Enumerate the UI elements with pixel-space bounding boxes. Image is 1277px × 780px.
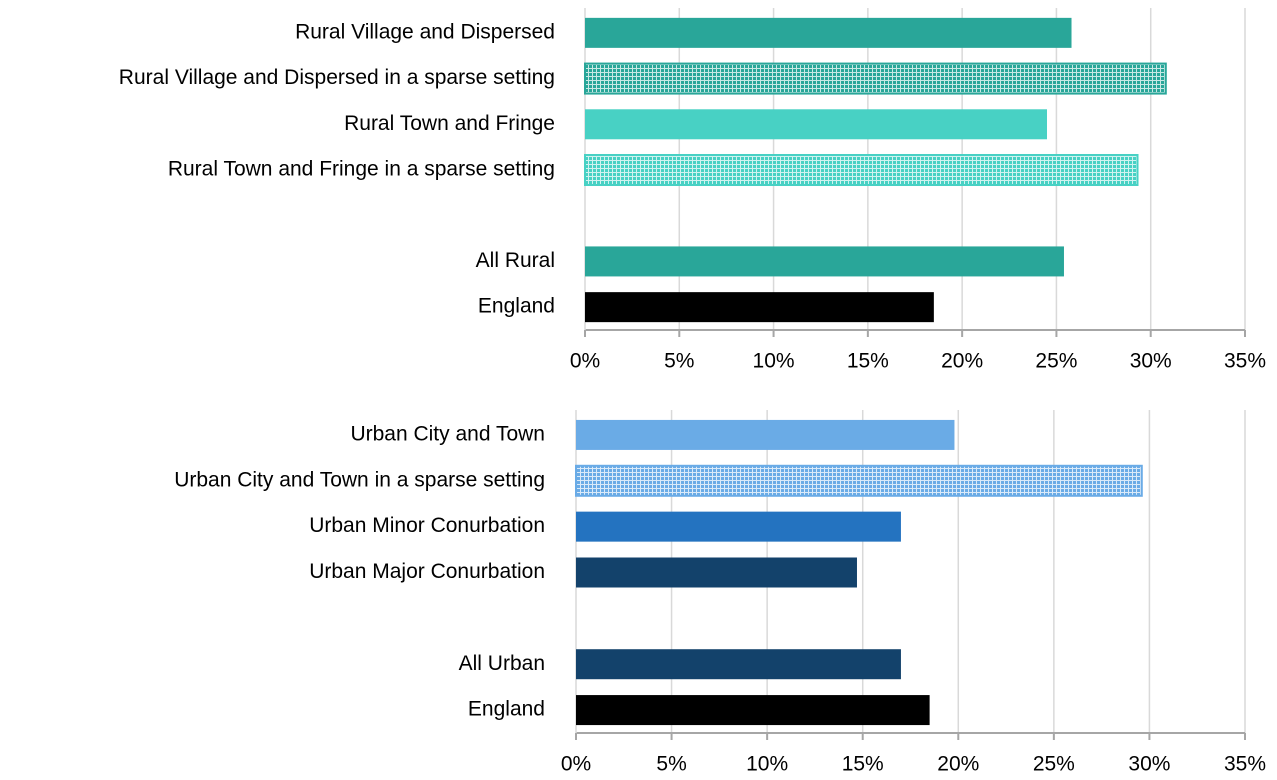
y-tick-label: All Rural bbox=[476, 249, 555, 272]
x-tick-label: 30% bbox=[1130, 350, 1172, 373]
bar bbox=[576, 419, 955, 450]
bar bbox=[585, 292, 934, 323]
y-tick-label: Rural Town and Fringe in a sparse settin… bbox=[168, 158, 555, 181]
x-tick-label: 5% bbox=[656, 753, 686, 776]
y-tick-label: England bbox=[478, 295, 555, 318]
x-tick-label: 35% bbox=[1224, 753, 1266, 776]
x-tick-label: 0% bbox=[570, 350, 600, 373]
x-tick-label: 25% bbox=[1035, 350, 1077, 373]
bar bbox=[584, 154, 1139, 186]
x-tick-label: 30% bbox=[1128, 753, 1170, 776]
y-tick-label: Urban Major Conurbation bbox=[309, 560, 545, 583]
x-tick-label: 35% bbox=[1224, 350, 1266, 373]
x-tick-label: 10% bbox=[746, 753, 788, 776]
bar bbox=[576, 511, 901, 542]
y-tick-label: Urban City and Town in a sparse setting bbox=[174, 468, 545, 491]
y-tick-label: All Urban bbox=[459, 652, 545, 675]
y-tick-label: Rural Village and Dispersed bbox=[295, 20, 555, 43]
y-tick-label: England bbox=[468, 698, 545, 721]
y-tick-label: Rural Town and Fringe bbox=[344, 112, 555, 135]
bar bbox=[575, 464, 1143, 497]
x-tick-label: 20% bbox=[941, 350, 983, 373]
bar bbox=[576, 557, 857, 588]
x-tick-label: 10% bbox=[753, 350, 795, 373]
bar bbox=[585, 246, 1064, 277]
bar bbox=[576, 649, 901, 680]
x-tick-label: 15% bbox=[847, 350, 889, 373]
y-tick-label: Rural Village and Dispersed in a sparse … bbox=[119, 66, 555, 89]
bar bbox=[576, 695, 930, 726]
x-tick-label: 5% bbox=[664, 350, 694, 373]
x-tick-label: 15% bbox=[842, 753, 884, 776]
y-tick-label: Urban Minor Conurbation bbox=[309, 514, 545, 537]
x-tick-label: 25% bbox=[1033, 753, 1075, 776]
bar bbox=[585, 109, 1047, 140]
y-tick-label: Urban City and Town bbox=[350, 422, 545, 445]
bar bbox=[584, 62, 1167, 95]
x-tick-label: 20% bbox=[937, 753, 979, 776]
x-tick-label: 0% bbox=[561, 753, 591, 776]
bar bbox=[585, 17, 1072, 48]
